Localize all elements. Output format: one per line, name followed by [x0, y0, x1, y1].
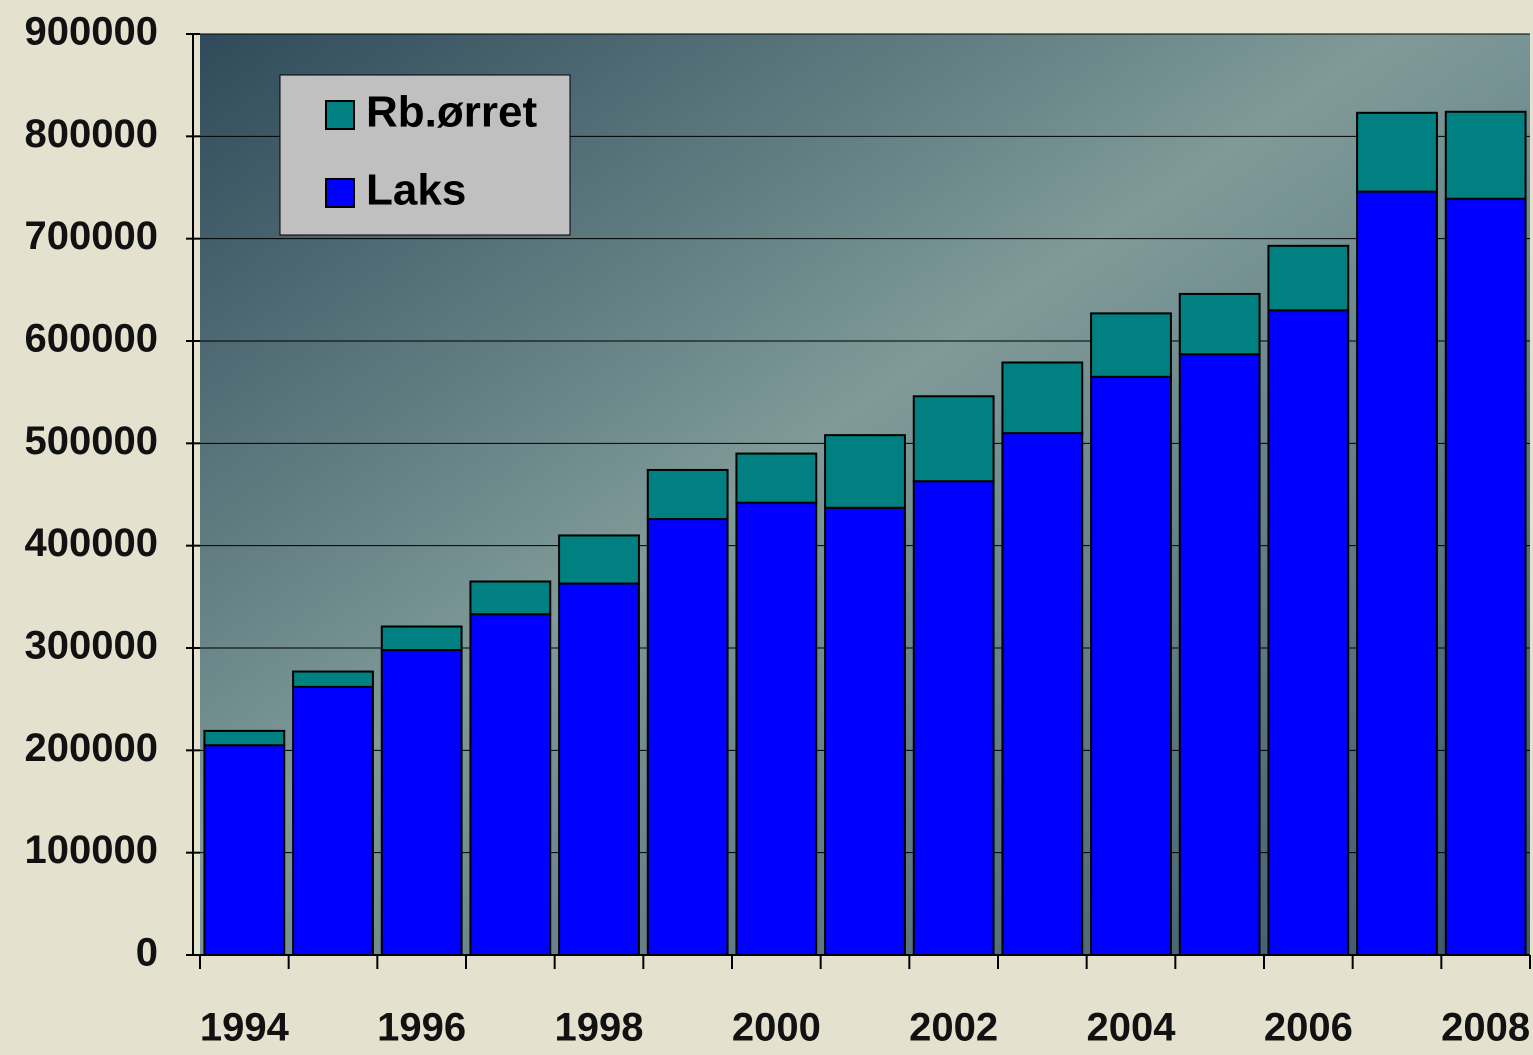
bar-segment — [380, 625, 463, 652]
bar-segment — [380, 649, 463, 957]
x-tick-label: 2000 — [732, 1006, 821, 1050]
x-tick-label: 1998 — [555, 1006, 644, 1050]
bar-segment — [824, 506, 906, 956]
x-tick-label: 1994 — [200, 1006, 290, 1050]
y-tick-label: 800000 — [25, 112, 158, 156]
bar-segment — [1267, 309, 1350, 956]
legend-label: Rb.ørret — [366, 88, 537, 137]
bar-segment — [735, 452, 818, 504]
bar-segment — [646, 468, 729, 521]
bar-segment — [1267, 244, 1350, 312]
bar-segment — [292, 670, 374, 688]
x-tick-label: 2008 — [1441, 1006, 1530, 1050]
bar-segment — [735, 501, 818, 956]
y-tick-label: 300000 — [25, 624, 158, 668]
bar-segment — [1444, 197, 1527, 957]
bar-segment — [824, 434, 906, 509]
y-tick-label: 500000 — [25, 419, 158, 463]
x-tick-label: 2002 — [909, 1006, 998, 1050]
y-tick-label: 200000 — [25, 726, 158, 770]
x-tick-label: 2006 — [1264, 1006, 1353, 1050]
bar-segment — [558, 582, 640, 957]
bar-segment — [203, 744, 286, 957]
bar-segment — [1178, 292, 1261, 356]
y-tick-label: 700000 — [25, 214, 158, 258]
legend-swatch — [325, 178, 355, 208]
y-tick-label: 100000 — [25, 828, 158, 872]
bar-segment — [292, 685, 374, 956]
bar-segment — [912, 395, 995, 483]
bar-segment — [1356, 111, 1438, 193]
bar-segment — [558, 534, 640, 585]
bar-segment — [1090, 375, 1172, 957]
bar-segment — [1001, 361, 1084, 435]
y-tick-label: 900000 — [25, 10, 158, 54]
legend-swatch — [325, 100, 355, 130]
bar-segment — [1090, 312, 1172, 378]
bar-segment — [1178, 353, 1261, 956]
bar-segment — [203, 729, 286, 747]
x-tick-label: 2004 — [1087, 1006, 1177, 1050]
bar-segment — [646, 518, 729, 956]
y-tick-label: 0 — [136, 931, 158, 975]
y-tick-label: 400000 — [25, 521, 158, 565]
bar-segment — [1001, 432, 1084, 957]
bar-segment — [469, 613, 552, 956]
bar-segment — [912, 480, 995, 956]
legend-label: Laks — [366, 166, 466, 215]
y-tick-label: 600000 — [25, 317, 158, 361]
x-tick-label: 1996 — [377, 1006, 466, 1050]
bar-segment — [1444, 110, 1527, 200]
bar-segment — [469, 580, 552, 616]
bar-segment — [1356, 190, 1438, 957]
